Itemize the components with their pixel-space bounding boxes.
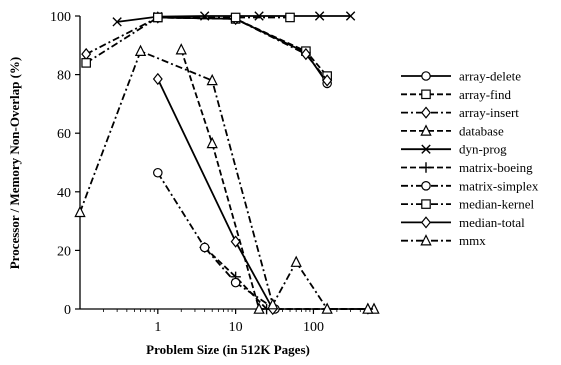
y-tick-label: 20 <box>57 244 71 259</box>
legend-marker <box>420 124 432 136</box>
legend-item-median-kernel: median-kernel <box>401 197 534 212</box>
data-point-median-kernel <box>81 58 91 68</box>
data-point-array-insert <box>81 47 92 61</box>
y-axis-title: Processor / Memory Non-Overlap (%) <box>7 57 22 270</box>
series-line-median-total <box>156 78 274 310</box>
legend-marker <box>421 144 431 154</box>
series-matrix-boeing <box>199 242 374 315</box>
legend-item-array-find: array-find <box>401 87 511 102</box>
series-median-kernel <box>81 12 295 68</box>
series-line-matrix-simplex <box>157 172 276 310</box>
legend-item-mmx: mmx <box>401 233 486 248</box>
series-line-matrix-boeing <box>204 246 368 310</box>
legend-item-median-total: median-total <box>401 215 525 230</box>
data-point-median-kernel <box>285 12 295 23</box>
series-matrix-simplex <box>153 167 280 314</box>
x-tick-label: 10 <box>229 320 243 335</box>
series-line-database <box>180 49 374 310</box>
legend-marker <box>420 234 432 246</box>
series-line-array-insert <box>85 16 328 82</box>
data-point-mmx <box>206 73 218 86</box>
y-tick-label: 100 <box>50 10 71 25</box>
data-point-mmx <box>134 44 147 56</box>
y-tick-label: 0 <box>64 303 71 318</box>
data-point-mmx <box>321 302 333 314</box>
legend-item-array-insert: array-insert <box>401 105 519 120</box>
legend: array-delete array-find array-insert databa… <box>401 69 539 248</box>
data-point-median-kernel <box>153 12 163 23</box>
legend-item-matrix-boeing: matrix-boeing <box>401 160 533 175</box>
legend-label: array-insert <box>459 105 519 120</box>
data-point-matrix-simplex <box>199 242 210 253</box>
x-tick-label: 1 <box>154 320 161 335</box>
data-point-array-insert <box>300 47 311 61</box>
legend-marker <box>421 199 431 209</box>
x-tick-label: 100 <box>303 320 324 335</box>
data-point-matrix-simplex <box>230 277 241 288</box>
legend-marker <box>421 106 431 119</box>
data-point-mmx <box>290 255 302 267</box>
plot-series <box>74 11 380 316</box>
data-point-database <box>206 136 218 149</box>
legend-item-database: database <box>401 123 504 138</box>
series-mmx <box>74 44 374 314</box>
legend-label: mmx <box>459 233 486 248</box>
legend-label: database <box>459 123 504 138</box>
data-point-database <box>175 43 187 55</box>
legend-item-matrix-simplex: matrix-simplex <box>401 178 539 193</box>
series-line-mmx <box>79 50 368 310</box>
legend-marker <box>421 216 431 229</box>
legend-label: matrix-boeing <box>459 160 533 175</box>
data-point-array-insert <box>322 74 333 87</box>
data-point-median-total <box>152 72 163 86</box>
data-point-mmx <box>362 302 374 314</box>
data-point-dyn-prog <box>345 11 356 21</box>
data-point-dyn-prog <box>254 11 264 21</box>
data-point-matrix-simplex <box>153 167 163 178</box>
data-point-dyn-prog <box>314 11 325 21</box>
data-point-median-total <box>230 235 241 248</box>
axis-ticks: 0 20 40 60 80 100 1 10 100 <box>50 10 375 335</box>
legend-marker <box>421 71 431 81</box>
data-point-mmx <box>267 298 279 310</box>
legend-item-array-delete: array-delete <box>401 69 521 84</box>
legend-label: median-kernel <box>459 197 534 212</box>
legend-label: array-delete <box>459 69 521 84</box>
legend-label: dyn-prog <box>459 142 507 157</box>
data-point-dyn-prog <box>199 11 210 21</box>
y-tick-label: 40 <box>57 186 71 201</box>
data-point-mmx <box>74 205 86 218</box>
data-point-dyn-prog <box>112 17 122 27</box>
y-tick-label: 60 <box>57 127 71 142</box>
y-tick-label: 80 <box>57 69 71 84</box>
legend-marker <box>421 89 431 100</box>
legend-marker <box>420 162 432 173</box>
legend-item-dyn-prog: dyn-prog <box>401 142 507 157</box>
axes <box>79 16 374 310</box>
series-line-median-kernel <box>85 16 290 64</box>
x-axis-title: Problem Size (in 512K Pages) <box>146 342 310 357</box>
legend-label: matrix-simplex <box>459 178 539 193</box>
legend-label: median-total <box>459 215 525 230</box>
data-point-median-kernel <box>230 12 241 23</box>
legend-marker <box>421 181 431 191</box>
legend-label: array-find <box>459 87 511 102</box>
